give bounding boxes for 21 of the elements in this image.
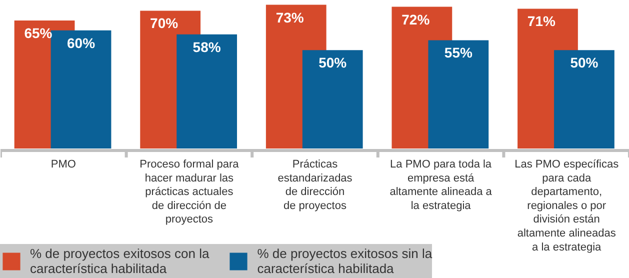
data-label: 71% <box>527 13 556 30</box>
data-label: 50% <box>570 54 599 71</box>
x-tick-label: PMO <box>50 158 76 170</box>
x-tick-label: Prácticas estandarizadas de dirección de proyectos <box>278 158 353 212</box>
data-label: 73% <box>276 9 304 26</box>
data-label: 70% <box>150 15 179 32</box>
data-label: 72% <box>402 11 430 28</box>
x-tick-label: Las PMO específicas para cada departamento, regionales o por división están altamente alineadas a la estrategia <box>514 158 620 254</box>
bar <box>302 50 363 148</box>
legend-label: % de proyectos exitosos con la característica habilitada <box>30 245 210 278</box>
bar <box>50 30 112 148</box>
data-label: 58% <box>192 38 222 55</box>
data-label: 60% <box>67 34 96 51</box>
x-tick-label: Proceso formal para hacer madurar las prácticas actuales de dirección de proyectos <box>140 158 240 226</box>
legend-label: % de proyectos exitosos sin la característica habilitada <box>257 245 432 278</box>
bar <box>176 34 238 148</box>
bar <box>428 40 489 148</box>
data-label: 50% <box>318 54 348 71</box>
bar <box>554 50 614 148</box>
x-tick-label: La PMO para toda la empresa está altamente alineada a la estrategia <box>390 158 493 212</box>
data-label: 55% <box>444 44 473 61</box>
